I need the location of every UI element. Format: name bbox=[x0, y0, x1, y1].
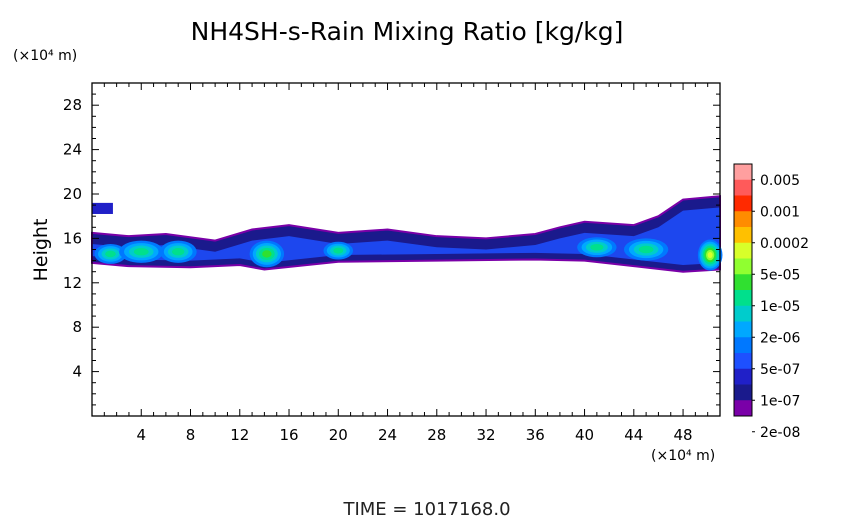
y-tick-label: 28 bbox=[63, 96, 82, 114]
y-tick-label: 20 bbox=[63, 185, 82, 203]
x-tick-label: 40 bbox=[575, 426, 594, 444]
colorbar-swatch bbox=[734, 400, 752, 417]
y-axis: 4 8 12 16 20 24 28 bbox=[63, 93, 720, 406]
colorbar-swatch bbox=[734, 305, 752, 322]
colorbar-label: 1e-07 bbox=[760, 393, 800, 409]
x-tick-label: 24 bbox=[378, 426, 397, 444]
cloud-core-1-level-7 bbox=[133, 248, 149, 256]
x-tick-label: 36 bbox=[526, 426, 545, 444]
colorbar-swatch bbox=[734, 368, 752, 385]
x-tick-label: 8 bbox=[186, 426, 196, 444]
y-axis-label: Height bbox=[30, 219, 52, 282]
cloud-core-0-level-7 bbox=[105, 250, 116, 258]
x-tick-label: 20 bbox=[329, 426, 348, 444]
colorbar-swatch bbox=[734, 258, 752, 275]
colorbar-swatch bbox=[734, 164, 752, 181]
y-tick-label: 16 bbox=[63, 229, 82, 247]
cloud-core-3-level-8 bbox=[262, 250, 272, 258]
chart-title: NH4SH-s-Rain Mixing Ratio [kg/kg] bbox=[191, 17, 624, 46]
colorbar-label: 2e-06 bbox=[760, 330, 800, 346]
x-axis: 4 8 12 16 20 24 28 32 36 40 44 48 bbox=[103, 83, 709, 444]
cloud-layer-middle bbox=[92, 207, 720, 266]
x-tick-label: 44 bbox=[624, 426, 643, 444]
colorbar-swatch bbox=[734, 195, 752, 212]
colorbar-label: 5e-07 bbox=[760, 362, 800, 378]
x-tick-label: 32 bbox=[476, 426, 495, 444]
x-axis-unit: (×10⁴ m) bbox=[651, 448, 715, 464]
x-tick-label: 48 bbox=[674, 426, 693, 444]
colorbar: 0.005 0.001 0.0002 5e-05 1e-05 2e-06 5e-07 1e-0… bbox=[733, 163, 809, 441]
y-tick-label: 4 bbox=[72, 363, 82, 381]
cloud-core-4-level-7 bbox=[333, 247, 344, 254]
colorbar-label: 0.005 bbox=[760, 173, 800, 189]
colorbar-swatch bbox=[734, 353, 752, 370]
colorbar-label: 2e-08 bbox=[760, 425, 800, 441]
x-tick-label: 4 bbox=[136, 426, 146, 444]
plot-area bbox=[91, 82, 723, 417]
colorbar-label: 0.0002 bbox=[760, 236, 809, 252]
colorbar-frame bbox=[733, 163, 753, 417]
time-annotation: TIME = 1017168.0 bbox=[342, 499, 510, 519]
cloud-core-6-level-7 bbox=[638, 245, 654, 254]
cloud-patch-left bbox=[92, 202, 113, 214]
y-tick-label: 12 bbox=[63, 274, 82, 292]
cloud-core-5-level-7 bbox=[590, 243, 604, 251]
x-tick-label: 12 bbox=[230, 426, 249, 444]
y-tick-label: 24 bbox=[63, 141, 82, 159]
x-tick-label: 28 bbox=[427, 426, 446, 444]
colorbar-swatch bbox=[734, 274, 752, 291]
colorbar-swatch bbox=[734, 384, 752, 401]
cloud-core-2-level-7 bbox=[172, 248, 185, 256]
y-tick-label: 8 bbox=[72, 318, 82, 336]
cloud-core-7-level-10 bbox=[707, 251, 713, 259]
colorbar-label: 1e-05 bbox=[760, 299, 800, 315]
x-tick-label: 16 bbox=[279, 426, 298, 444]
colorbar-swatch bbox=[734, 321, 752, 338]
colorbar-swatch bbox=[734, 227, 752, 244]
colorbar-label: 5e-05 bbox=[760, 267, 800, 283]
y-axis-unit: (×10⁴ m) bbox=[13, 48, 77, 64]
colorbar-swatch bbox=[734, 290, 752, 307]
colorbar-swatch bbox=[734, 179, 752, 196]
colorbar-label: 0.001 bbox=[760, 204, 800, 220]
colorbar-swatch bbox=[734, 337, 752, 354]
colorbar-swatch bbox=[734, 211, 752, 228]
colorbar-swatch bbox=[734, 242, 752, 259]
